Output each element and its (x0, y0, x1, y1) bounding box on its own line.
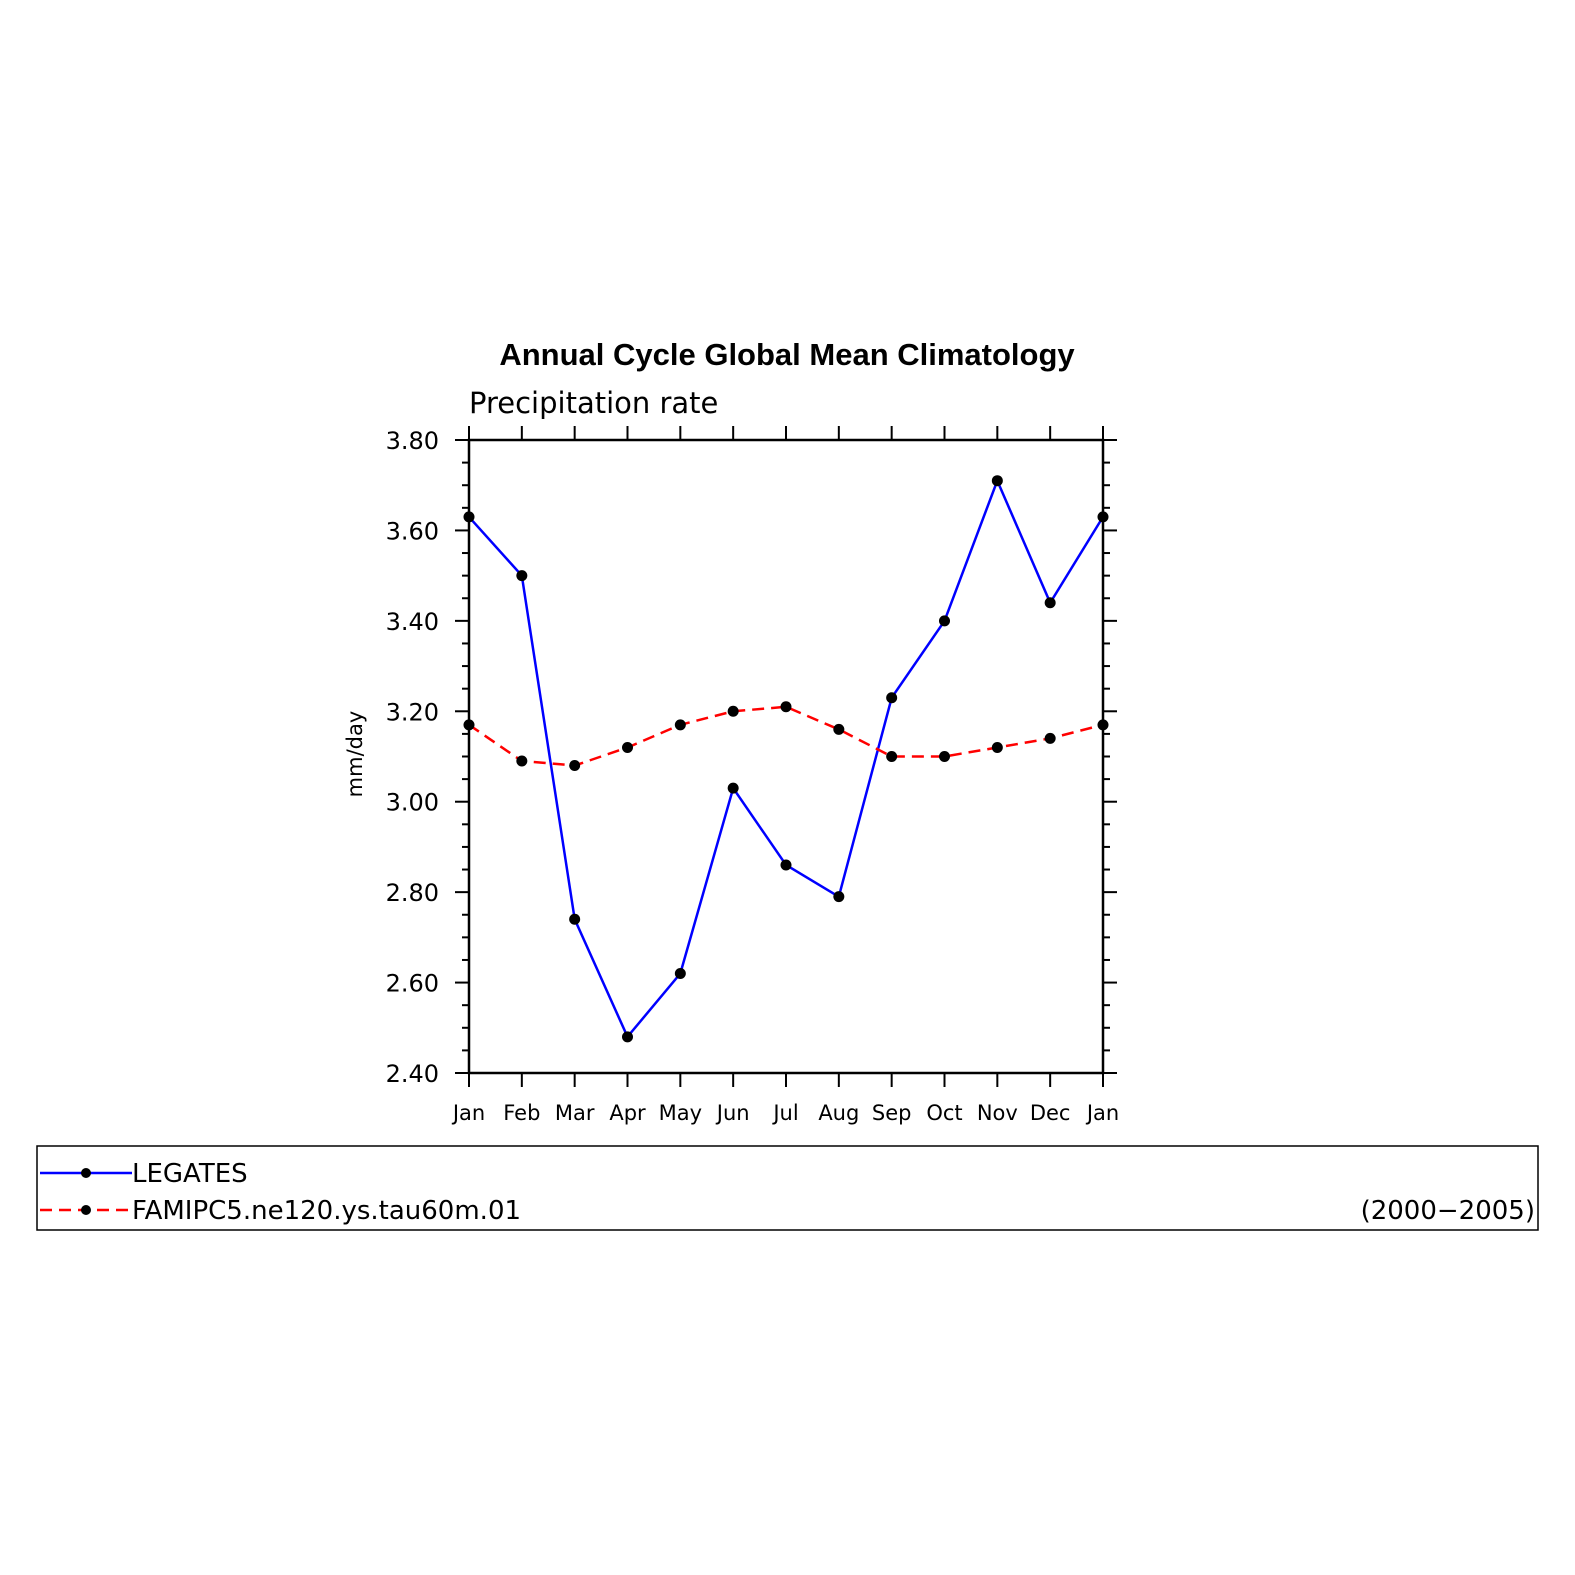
data-point-legates (622, 1031, 633, 1043)
x-tick-label: May (659, 1101, 702, 1125)
chart-subtitle: Precipitation rate (469, 386, 718, 420)
axes (467, 438, 1105, 1075)
data-point-legates (833, 891, 845, 903)
x-tick-label: Aug (818, 1101, 859, 1125)
legend-label-famipc5: FAMIPC5.ne120.ys.tau60m.01 (132, 1196, 521, 1226)
chart-title: Annual Cycle Global Mean Climatology (499, 337, 1075, 372)
y-tick-label: 3.80 (386, 427, 439, 455)
y-axis-title: mm/day (343, 711, 367, 798)
data-point-famipc5 (516, 755, 528, 767)
x-tick-label: Sep (872, 1101, 912, 1125)
y-tick-label: 3.00 (386, 789, 439, 817)
data-point-famipc5 (886, 751, 898, 762)
data-point-legates (727, 782, 739, 794)
x-tick-label: Feb (503, 1101, 540, 1125)
data-point-legates (1097, 511, 1109, 523)
data-point-famipc5 (991, 741, 1003, 753)
plot-frame (467, 438, 1105, 1075)
data-point-legates (674, 968, 686, 980)
x-tick-label: Jan (1085, 1101, 1119, 1125)
y-tick-label: 3.20 (386, 698, 439, 726)
data-point-legates (886, 692, 898, 704)
data-point-famipc5 (674, 719, 686, 731)
y-tick-label: 2.60 (386, 970, 439, 998)
data-point-legates (1044, 597, 1056, 609)
data-point-legates (939, 615, 950, 627)
y-tick-label: 3.60 (386, 517, 439, 545)
legend-label-legates: LEGATES (132, 1159, 248, 1189)
series-line-famipc5 (468, 705, 1104, 767)
axis-ticks (455, 426, 1117, 1087)
y-tick-label: 2.40 (386, 1060, 439, 1088)
data-point-famipc5 (727, 705, 739, 717)
x-tick-label: Jun (715, 1101, 750, 1125)
data-point-legates (463, 511, 475, 523)
x-tick-label: Dec (1030, 1101, 1071, 1125)
x-tick-labels: Jan Feb Mar Apr May Jun Jul Aug Sep Oct Nov Dec Jan (451, 1101, 1119, 1125)
data-point-famipc5 (833, 723, 845, 735)
data-point-famipc5 (939, 751, 950, 762)
y-tick-labels: 2.40 2.60 2.80 3.00 3.20 3.40 3.60 3.80 (386, 427, 439, 1088)
series-layer (463, 475, 1109, 1043)
x-tick-label: Apr (609, 1101, 646, 1125)
data-point-famipc5 (569, 760, 581, 772)
data-point-famipc5 (622, 741, 633, 753)
legend-marker-famipc5 (81, 1205, 91, 1215)
legend-period-note: (2000−2005) (1361, 1196, 1535, 1226)
data-point-famipc5 (780, 701, 792, 713)
legend-box (36, 1145, 1539, 1231)
data-point-famipc5 (1044, 732, 1056, 744)
data-point-famipc5 (1097, 719, 1109, 731)
data-point-legates (569, 913, 581, 925)
series-line-legates (468, 477, 1105, 1040)
legend: LEGATES FAMIPC5.ne120.ys.tau60m.01 (2000… (36, 1145, 1539, 1231)
data-point-legates (780, 859, 792, 871)
data-point-legates (991, 475, 1003, 487)
legend-marker-legates (81, 1168, 91, 1178)
x-tick-label: Jan (451, 1101, 485, 1125)
data-point-famipc5 (463, 719, 475, 731)
data-point-legates (516, 570, 528, 582)
x-tick-label: Nov (977, 1101, 1018, 1125)
y-tick-label: 3.40 (386, 608, 439, 636)
x-tick-label: Oct (926, 1101, 962, 1125)
y-tick-label: 2.80 (386, 879, 439, 907)
x-tick-label: Jul (771, 1101, 798, 1125)
x-tick-label: Mar (555, 1101, 595, 1125)
